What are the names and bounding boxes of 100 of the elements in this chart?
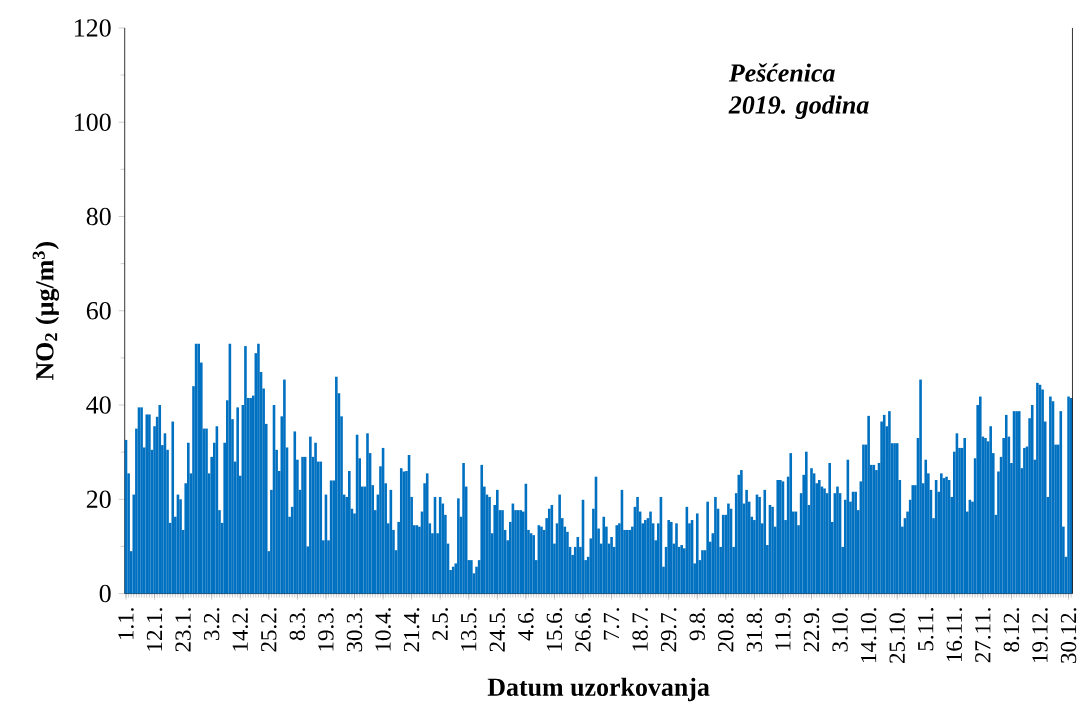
bar: [462, 462, 465, 594]
x-tick-label: 21.4.: [403, 608, 420, 652]
y-tick-label: 40: [86, 396, 111, 414]
x-tick-label: 15.6.: [546, 608, 563, 651]
x-axis-title: Datum uzorkovanja: [487, 677, 710, 702]
bar: [187, 442, 190, 594]
x-tick-label: 14.2.: [232, 608, 248, 651]
x-tick-label: 19.12.: [1032, 608, 1048, 662]
bar: [989, 426, 992, 594]
y-axis-title: NO$_{2}$ (µg/m$^{3}$): [32, 241, 60, 380]
bar: [706, 501, 709, 594]
bar: [763, 489, 767, 594]
x-tick-label: 3.10.: [832, 608, 848, 652]
bar: [470, 559, 473, 594]
x-tick-label: 31.8.: [746, 608, 763, 652]
bar: [636, 496, 639, 594]
x-tick-label: 10.4.: [375, 608, 391, 651]
x-tick-label: 2.5.: [432, 608, 448, 640]
y-tick-label: 20: [86, 490, 111, 508]
x-tick-label: 25.2.: [261, 608, 277, 652]
x-tick-label: 25.10.: [889, 608, 905, 663]
bar: [566, 531, 569, 594]
x-tick-label: 30.3.: [346, 608, 363, 652]
bar: [789, 452, 793, 594]
bar: [818, 479, 821, 594]
bar: [828, 462, 831, 594]
bar: [695, 513, 699, 594]
bar: [610, 536, 613, 594]
bar: [158, 404, 162, 594]
bar: [745, 489, 748, 594]
bar: [457, 498, 460, 594]
y-tick-label: 60: [86, 301, 111, 320]
bar: [714, 496, 717, 594]
x-tick-label: 22.9.: [803, 608, 820, 652]
bar: [1041, 389, 1044, 594]
bar: [924, 459, 928, 594]
x-tick-label: 11.9.: [775, 608, 791, 650]
bar: [236, 407, 239, 594]
bar: [740, 469, 743, 594]
x-tick-label: 23.1.: [175, 608, 191, 652]
bar: [309, 436, 312, 594]
bar: [1017, 411, 1021, 594]
bar: [293, 431, 297, 594]
bar: [963, 437, 966, 594]
bar: [1004, 414, 1008, 594]
bar: [257, 343, 260, 594]
x-tick-label: 3.2.: [203, 608, 220, 640]
x-tick-label: 26.6.: [575, 608, 591, 652]
bar: [867, 415, 870, 594]
x-tick-label: 9.8.: [689, 608, 706, 641]
x-tick-label: 13.5.: [461, 608, 477, 651]
bar: [805, 451, 808, 594]
bar: [888, 411, 891, 594]
bar: [615, 525, 619, 594]
bar: [667, 519, 670, 594]
bar: [145, 414, 149, 594]
x-tick-label: 14.10.: [860, 608, 877, 662]
bar: [727, 503, 730, 594]
x-tick-label: 30.12.: [1060, 608, 1077, 663]
bar: [244, 345, 247, 594]
y-tick-label: 0: [99, 584, 111, 603]
x-tick-label: 1.1.: [118, 608, 134, 639]
bar: [366, 433, 369, 594]
bar: [1059, 411, 1063, 594]
x-tick-label: 16.11.: [946, 608, 963, 661]
x-tick-label: 8.12.: [1003, 608, 1020, 652]
bar: [836, 486, 839, 594]
bar: [547, 508, 551, 594]
bar: [911, 485, 915, 594]
bar: [179, 499, 182, 594]
bar: [810, 468, 813, 594]
y-tick-label: 80: [86, 207, 111, 226]
bar: [978, 396, 982, 594]
x-tick-label: 29.7.: [660, 608, 677, 652]
bar: [148, 414, 151, 594]
bar: [558, 494, 561, 594]
bar: [283, 379, 286, 594]
x-tick-label: 12.1.: [146, 608, 163, 651]
x-tick-label: 20.8.: [718, 608, 734, 652]
bar: [348, 470, 351, 594]
x-tick-label: 19.3.: [318, 608, 334, 651]
annotation: Pešćenica: [728, 63, 835, 82]
bar: [882, 414, 886, 594]
bar: [919, 379, 922, 594]
x-tick-label: 7.7.: [603, 608, 620, 640]
x-tick-label: 27.11.: [975, 608, 991, 662]
bar: [335, 376, 338, 594]
bar: [602, 516, 606, 594]
bar: [940, 473, 943, 594]
x-tick-label: 5.11.: [918, 608, 934, 651]
bar: [776, 479, 780, 594]
bar: [649, 511, 652, 594]
bar: [480, 464, 484, 594]
bar: [171, 421, 175, 594]
bar: [669, 521, 673, 594]
x-tick-label: 24.5.: [489, 608, 506, 652]
annotation: 2019. godina: [728, 95, 869, 119]
bar: [496, 489, 499, 594]
x-tick-label: 18.7.: [632, 608, 648, 651]
bar: [1049, 396, 1052, 594]
